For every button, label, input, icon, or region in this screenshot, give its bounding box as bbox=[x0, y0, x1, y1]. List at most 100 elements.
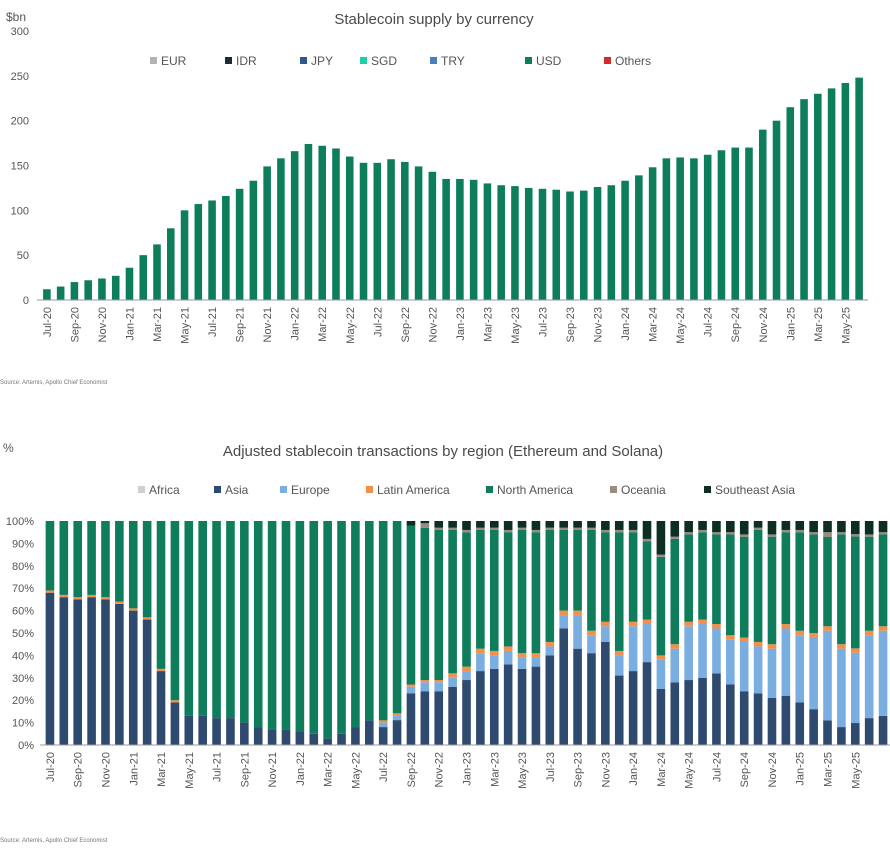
chart2-bar-segment bbox=[753, 529, 763, 642]
chart2-bar-segment bbox=[101, 521, 110, 598]
chart2-bar-segment bbox=[809, 521, 818, 533]
chart2-bar-segment bbox=[281, 729, 291, 745]
chart2-x-tick-label: Nov-20 bbox=[101, 752, 113, 787]
chart2-legend-swatch bbox=[366, 486, 373, 493]
chart2-bar-segment bbox=[309, 733, 319, 745]
chart2-bar-segment bbox=[101, 599, 110, 745]
chart1-bar bbox=[841, 83, 850, 300]
chart2-bar-segment bbox=[684, 521, 693, 533]
chart2-bar-segment bbox=[656, 659, 666, 689]
chart2-bar-segment bbox=[864, 630, 874, 636]
chart2-x-tick-label: Jul-21 bbox=[212, 752, 224, 782]
chart1-y-tick-label: 300 bbox=[11, 26, 29, 38]
chart1-bar bbox=[139, 255, 148, 300]
chart1-x-tick-label: Sep-22 bbox=[400, 307, 412, 342]
chart2-bar-segment bbox=[698, 677, 707, 745]
chart2-x-tick-label: Jul-24 bbox=[711, 752, 723, 782]
chart2-bar-segment bbox=[559, 527, 568, 530]
chart2-bar-segment bbox=[212, 718, 221, 745]
chart1-legend-label: IDR bbox=[236, 54, 257, 68]
chart1-bar bbox=[552, 189, 561, 300]
chart2-bar-segment bbox=[753, 521, 763, 528]
chart2-bar-segment bbox=[406, 684, 416, 687]
chart2-bar-segment bbox=[365, 521, 374, 721]
chart2-bar-segment bbox=[712, 628, 721, 674]
chart2-bar-segment bbox=[726, 684, 735, 745]
chart2-bar-segment bbox=[837, 521, 846, 533]
chart1-x-tick-label: May-25 bbox=[840, 307, 852, 344]
chart2-bar-segment bbox=[226, 521, 235, 719]
chart2-bar-segment bbox=[864, 536, 874, 631]
chart1-bar bbox=[263, 166, 271, 300]
chart2-x-tick-label: Jan-21 bbox=[128, 752, 140, 786]
chart2-bar-segment bbox=[656, 554, 666, 557]
chart2-bar-segment bbox=[837, 727, 846, 745]
chart2-x-tick-label: Jan-23 bbox=[462, 752, 474, 786]
chart2-bar-segment bbox=[614, 532, 624, 651]
chart2-bar-segment bbox=[670, 521, 680, 537]
chart2-bar-segment bbox=[878, 715, 888, 745]
chart2-bar-segment bbox=[573, 648, 582, 745]
chart1-bar bbox=[497, 185, 505, 300]
chart2-bar-segment bbox=[476, 648, 485, 654]
chart1-y-tick-label: 0 bbox=[23, 295, 29, 307]
chart1-bar bbox=[800, 99, 808, 301]
chart2-bar-segment bbox=[420, 682, 430, 692]
chart2-bar-segment bbox=[448, 527, 457, 530]
chart2-bar-segment bbox=[531, 532, 541, 654]
chart1-x-tick-label: May-22 bbox=[345, 307, 357, 344]
chart2-bar-segment bbox=[684, 532, 693, 535]
chart2-bar-segment bbox=[628, 532, 638, 622]
chart2-bar-segment bbox=[448, 673, 457, 678]
chart1-bar bbox=[786, 107, 795, 300]
chart2-bar-segment bbox=[753, 693, 763, 745]
chart2-bar-segment bbox=[240, 521, 249, 723]
chart2-bar-segment bbox=[420, 527, 430, 681]
chart2-bar-segment bbox=[809, 532, 818, 535]
chart2-bar-segment bbox=[337, 733, 346, 745]
chart1-legend-swatch bbox=[525, 57, 532, 64]
chart2-bar-segment bbox=[587, 529, 596, 631]
chart2-bar-segment bbox=[864, 534, 874, 537]
chart2-bar-segment bbox=[73, 597, 83, 600]
chart2-x-tick-label: Mar-22 bbox=[323, 752, 335, 787]
chart2-bar-segment bbox=[809, 534, 818, 633]
chart2-bar-segment bbox=[698, 619, 707, 625]
chart2-bar-segment bbox=[767, 648, 777, 698]
chart2-bar-segment bbox=[698, 532, 707, 620]
chart2-bar-segment bbox=[587, 521, 596, 528]
chart2-bar-segment bbox=[656, 655, 666, 660]
chart2-x-tick-label: Mar-21 bbox=[156, 752, 168, 787]
chart2-bar-segment bbox=[170, 702, 180, 745]
chart2-bar-segment bbox=[226, 718, 235, 745]
chart2-bar-segment bbox=[73, 521, 83, 598]
chart1-x-tick-label: Jul-21 bbox=[207, 307, 219, 337]
chart1-bar bbox=[703, 154, 712, 300]
chart2-bar-segment bbox=[489, 655, 499, 669]
chart2-bar-segment bbox=[864, 718, 874, 745]
chart1-bar bbox=[373, 162, 382, 300]
chart2-bar-segment bbox=[489, 668, 499, 745]
chart2-bar-segment bbox=[434, 682, 444, 692]
chart1-bar bbox=[401, 161, 409, 300]
chart2-x-tick-label: Sep-21 bbox=[239, 752, 251, 787]
chart2-bar-segment bbox=[489, 650, 499, 656]
chart2-bar-segment bbox=[573, 527, 582, 530]
chart2-bar-segment bbox=[809, 709, 818, 745]
chart2-bar-segment bbox=[739, 691, 749, 745]
chart2-legend-swatch bbox=[610, 486, 617, 493]
chart2-bar-segment bbox=[684, 621, 693, 627]
chart2-bar-segment bbox=[614, 655, 624, 676]
chart1-x-tick-label: Nov-24 bbox=[758, 307, 770, 342]
chart1-bar bbox=[607, 185, 616, 300]
chart2-bar-segment bbox=[545, 641, 555, 647]
chart1-x-tick-label: Jul-23 bbox=[538, 307, 550, 337]
chart2-bar-segment bbox=[656, 521, 666, 555]
chart2-bar-segment bbox=[739, 637, 749, 642]
chart2-x-tick-label: Jul-20 bbox=[45, 752, 57, 782]
chart2-bar-segment bbox=[462, 521, 471, 530]
chart2-y-tick-label: 80% bbox=[12, 561, 34, 573]
chart2-x-ticks: Jul-20 Sep-20 Nov-20 Jan-21 Mar-21 May-21 Jul-… bbox=[45, 752, 862, 789]
chart1-bar bbox=[359, 162, 368, 300]
chart1-x-tick-label: Mar-25 bbox=[813, 307, 825, 342]
